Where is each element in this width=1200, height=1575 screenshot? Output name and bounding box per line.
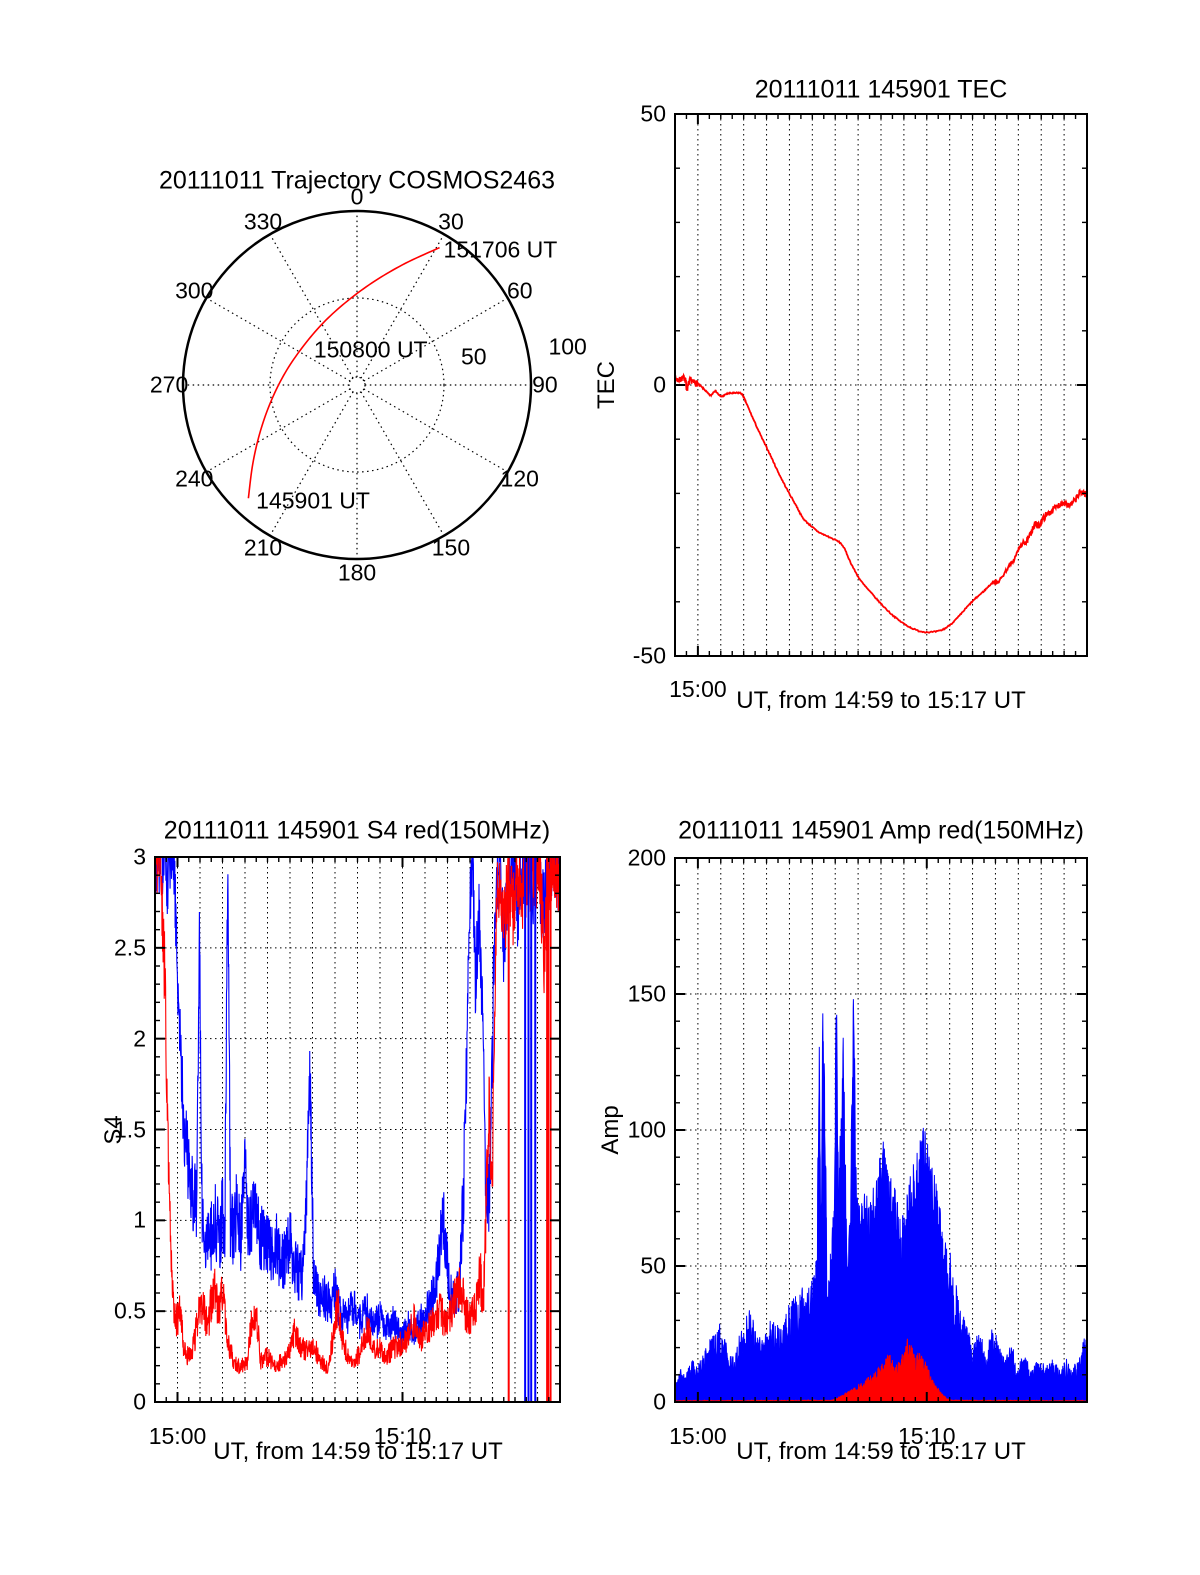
tec-title: 20111011 145901 TEC [754,75,1008,104]
s4-ytick-2: 2 [133,1025,146,1052]
s4-ytick-2.5: 2.5 [114,934,146,961]
tec-ytick-50: 50 [640,100,666,127]
radial-tick-100: 100 [548,333,587,360]
azimuth-tick-0: 0 [350,183,364,210]
amp-xlabel: UT, from 14:59 to 15:17 UT [736,1438,1026,1465]
amp-ytick-100: 100 [627,1116,666,1143]
s4-ytick-1: 1 [133,1206,146,1233]
azimuth-tick-270: 270 [149,371,189,398]
tec-xlabel: UT, from 14:59 to 15:17 UT [736,687,1026,714]
trajectory-annotation-1: 145901 UT [256,487,370,514]
s4-xlabel: UT, from 14:59 to 15:17 UT [213,1438,503,1465]
azimuth-tick-300: 300 [175,277,214,304]
s4-xtick-15:00: 15:00 [148,1423,207,1449]
azimuth-tick-240: 240 [175,465,214,492]
s4-ytick-0: 0 [133,1388,146,1415]
azimuth-tick-30: 30 [438,208,464,235]
tec-xtick-15:00: 15:00 [669,676,727,702]
trajectory-annotation-3: 151706 UT [443,236,558,263]
azimuth-tick-90: 90 [532,371,558,398]
trajectory-title: 20111011 Trajectory COSMOS2463 [158,166,556,195]
azimuth-tick-150: 150 [431,534,471,561]
tec-ylabel: TEC [593,361,620,409]
amp-xtick-15:10: 15:10 [897,1423,956,1449]
amp-xtick-15:00: 15:00 [669,1423,727,1449]
s4-ytick-3: 3 [133,843,146,870]
amp-ytick-150: 150 [627,980,666,1007]
azimuth-tick-180: 180 [337,559,377,586]
azimuth-tick-330: 330 [243,208,283,235]
amp-title: 20111011 145901 Amp red(150MHz) [678,816,1084,845]
amp-ylabel: Amp [597,1105,624,1155]
tec-ytick-0: 0 [653,371,666,398]
amp-ytick-0: 0 [653,1388,666,1415]
azimuth-tick-120: 120 [500,465,539,492]
trajectory-annotation-2: 150800 UT [313,336,428,363]
azimuth-tick-60: 60 [506,277,533,304]
s4-xtick-15:10: 15:10 [373,1423,432,1449]
tec-ytick--50: -50 [632,642,666,669]
radial-tick-50: 50 [460,343,487,370]
azimuth-tick-210: 210 [243,534,283,561]
s4-ytick-0.5: 0.5 [114,1297,146,1324]
amp-ytick-200: 200 [627,844,666,871]
amp-ytick-50: 50 [640,1252,666,1279]
s4-title: 20111011 145901 S4 red(150MHz) [163,816,551,845]
s4-ytick-1.5: 1.5 [114,1116,146,1142]
